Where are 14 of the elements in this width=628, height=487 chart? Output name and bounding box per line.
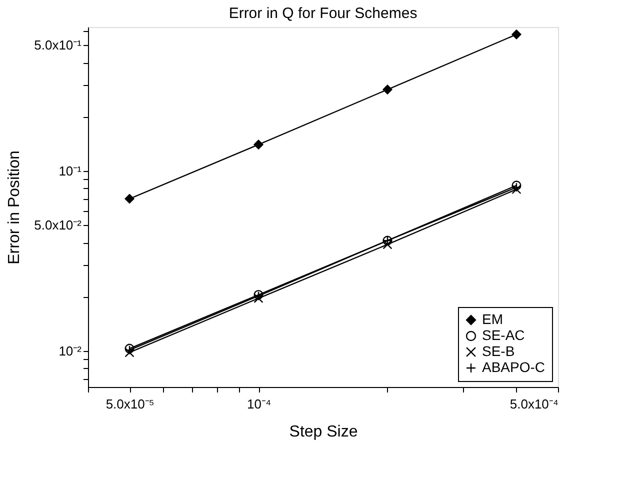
legend-label: SE-B — [482, 343, 515, 359]
y-tick-label: 10⁻² — [58, 343, 82, 358]
x-axis-title: Step Size — [289, 424, 358, 440]
y-tick-label: 10⁻¹ — [58, 163, 82, 178]
legend-label: EM — [482, 311, 503, 327]
x-tick-label: 10⁻⁴ — [246, 396, 272, 412]
x-tick-label: 5.0x10⁻⁴ — [510, 396, 558, 412]
y-tick-label: 5.0x10⁻² — [34, 218, 82, 233]
y-tick-label: 5.0x10⁻¹ — [34, 38, 82, 53]
x-tick-label: 5.0x10⁻⁵ — [106, 396, 154, 412]
chart-title: Error in Q for Four Schemes — [228, 4, 418, 22]
legend-label: SE-AC — [482, 327, 525, 343]
legend-label: ABAPO-C — [482, 359, 546, 375]
y-axis-title: Error in Position — [6, 150, 24, 264]
